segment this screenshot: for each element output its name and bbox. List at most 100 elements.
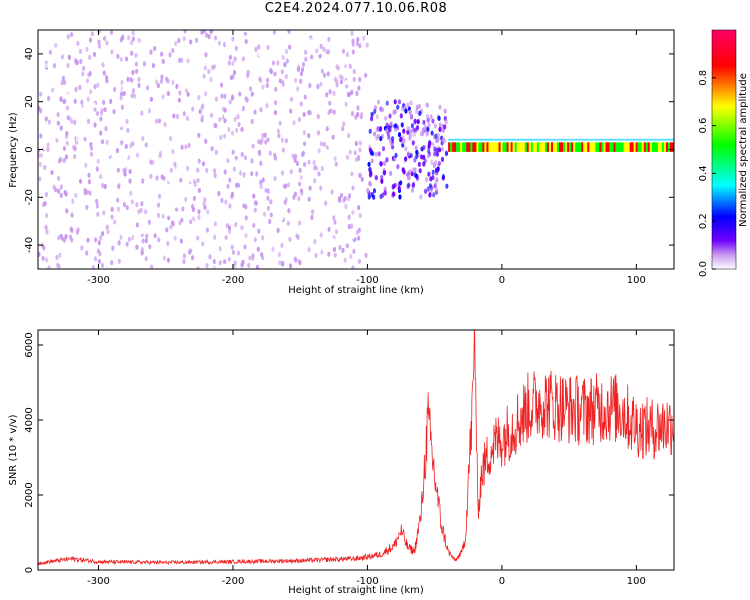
spectrogram-cell <box>282 183 286 190</box>
spectrogram-cell <box>412 131 416 137</box>
spectrogram-cell <box>102 210 106 216</box>
spectrogram-cell <box>304 49 308 55</box>
spectrogram-cell <box>163 122 167 128</box>
spectrogram-cell <box>300 178 305 184</box>
spectrogram-cell <box>233 116 237 122</box>
x-tick-label: -300 <box>87 576 110 587</box>
spectrogram-band <box>514 142 517 152</box>
spectrogram-cell <box>205 227 210 233</box>
spectrogram-cell <box>257 44 261 50</box>
spectrogram-cell <box>280 242 284 248</box>
spectrogram-band <box>663 142 667 152</box>
spectrogram-cell <box>304 56 308 62</box>
spectrogram-cell <box>438 126 442 132</box>
spectrogram-cell <box>295 97 299 103</box>
spectrogram-cell <box>244 96 248 102</box>
spectrogram-cell <box>183 30 187 34</box>
spectrogram-cell <box>174 40 178 46</box>
spectrogram-cell <box>356 118 360 125</box>
spectrogram-cell <box>400 122 404 128</box>
spectrogram-cell <box>64 233 68 240</box>
spectrogram-cell <box>79 58 83 65</box>
spectrogram-cell <box>183 174 187 181</box>
spectrogram-cell <box>130 93 134 99</box>
spectrogram-cell <box>419 131 423 137</box>
spectrogram-band-halo <box>605 138 608 141</box>
colorbar-tick-label: 0.2 <box>698 213 709 229</box>
spectrogram-cell <box>102 35 107 42</box>
spectrogram-cell <box>293 256 297 262</box>
spectrogram-cell <box>180 217 184 223</box>
spectrogram-cell <box>195 37 199 43</box>
spectrogram-cell <box>438 122 442 128</box>
colorbar <box>711 29 737 270</box>
spectrogram-cell <box>168 52 172 58</box>
spectrogram-cell <box>297 220 302 226</box>
spectrogram-cell <box>241 56 246 62</box>
spectrogram-cell <box>243 162 248 168</box>
spectrogram-cell <box>230 244 234 250</box>
spectrogram-cell <box>433 183 437 189</box>
spectrogram-cell <box>240 229 244 235</box>
spectrogram-cell <box>350 30 354 36</box>
spectrogram-cell <box>89 141 93 148</box>
spectrogram-cell <box>137 82 141 88</box>
spectrogram-cell <box>373 108 377 115</box>
spectrogram-cell <box>437 160 441 167</box>
spectrogram-band <box>466 142 469 152</box>
y-tick-label: -40 <box>24 237 35 253</box>
spectrogram-cell <box>248 255 252 261</box>
spectrogram-cell <box>351 41 355 48</box>
spectrogram-cell <box>231 149 235 155</box>
spectrogram-cell <box>71 244 76 250</box>
spectrogram-cell <box>378 126 382 133</box>
spectrogram-band <box>669 142 673 152</box>
spectrogram-cell <box>56 134 60 140</box>
spectrogram-band-halo <box>528 138 531 141</box>
spectrogram-cell <box>45 257 49 263</box>
spectrogram-band-halo <box>559 138 562 141</box>
spectrogram-cell <box>128 143 133 149</box>
spectrogram-cell <box>227 60 231 66</box>
spectrogram-cell <box>114 58 118 64</box>
spectrogram-cell <box>88 37 93 43</box>
spectrogram-cell <box>375 127 379 133</box>
spectrogram-cell <box>317 171 321 177</box>
spectrogram-cell <box>100 262 105 268</box>
spectrogram-cell <box>340 75 344 81</box>
spectrogram-cell <box>350 171 354 177</box>
spectrogram-band-halo <box>460 138 463 141</box>
spectrogram-cell <box>276 128 280 134</box>
spectrogram-cell <box>265 82 269 89</box>
spectrogram-cell <box>77 221 81 227</box>
spectrogram-cell <box>141 238 145 244</box>
spectrogram-cell <box>140 110 144 116</box>
spectrogram-cell <box>413 118 417 124</box>
spectrogram-band <box>502 142 505 152</box>
spectrogram-cell <box>386 130 390 136</box>
spectrogram-cell <box>341 247 345 253</box>
spectrogram-cell <box>299 71 304 77</box>
spectrogram-cell <box>220 93 224 99</box>
spectrogram-cell <box>294 77 298 83</box>
spectrogram-cell <box>131 235 135 241</box>
spectrogram-cell <box>261 84 265 90</box>
plot2-xlabel: Height of straight line (km) <box>288 585 424 596</box>
spectrogram-cell <box>95 198 99 204</box>
spectrogram-band-halo <box>593 138 596 141</box>
spectrogram-cell <box>41 255 45 261</box>
spectrogram-cell <box>430 130 434 136</box>
spectrogram-cell <box>214 245 218 251</box>
spectrogram-cell <box>146 264 150 269</box>
spectrogram-cell <box>326 71 330 77</box>
spectrogram-cell <box>313 90 318 96</box>
spectrogram-cell <box>415 108 419 114</box>
spectrogram-cell <box>329 230 333 236</box>
spectrogram-cell <box>273 71 277 77</box>
spectrogram-cell <box>209 54 213 60</box>
spectrogram-cell <box>268 150 272 156</box>
spectrogram-band <box>597 142 600 152</box>
spectrogram-cell <box>183 42 188 48</box>
y-tick-label: 0 <box>24 567 35 573</box>
spectrogram-band-halo <box>454 138 457 141</box>
